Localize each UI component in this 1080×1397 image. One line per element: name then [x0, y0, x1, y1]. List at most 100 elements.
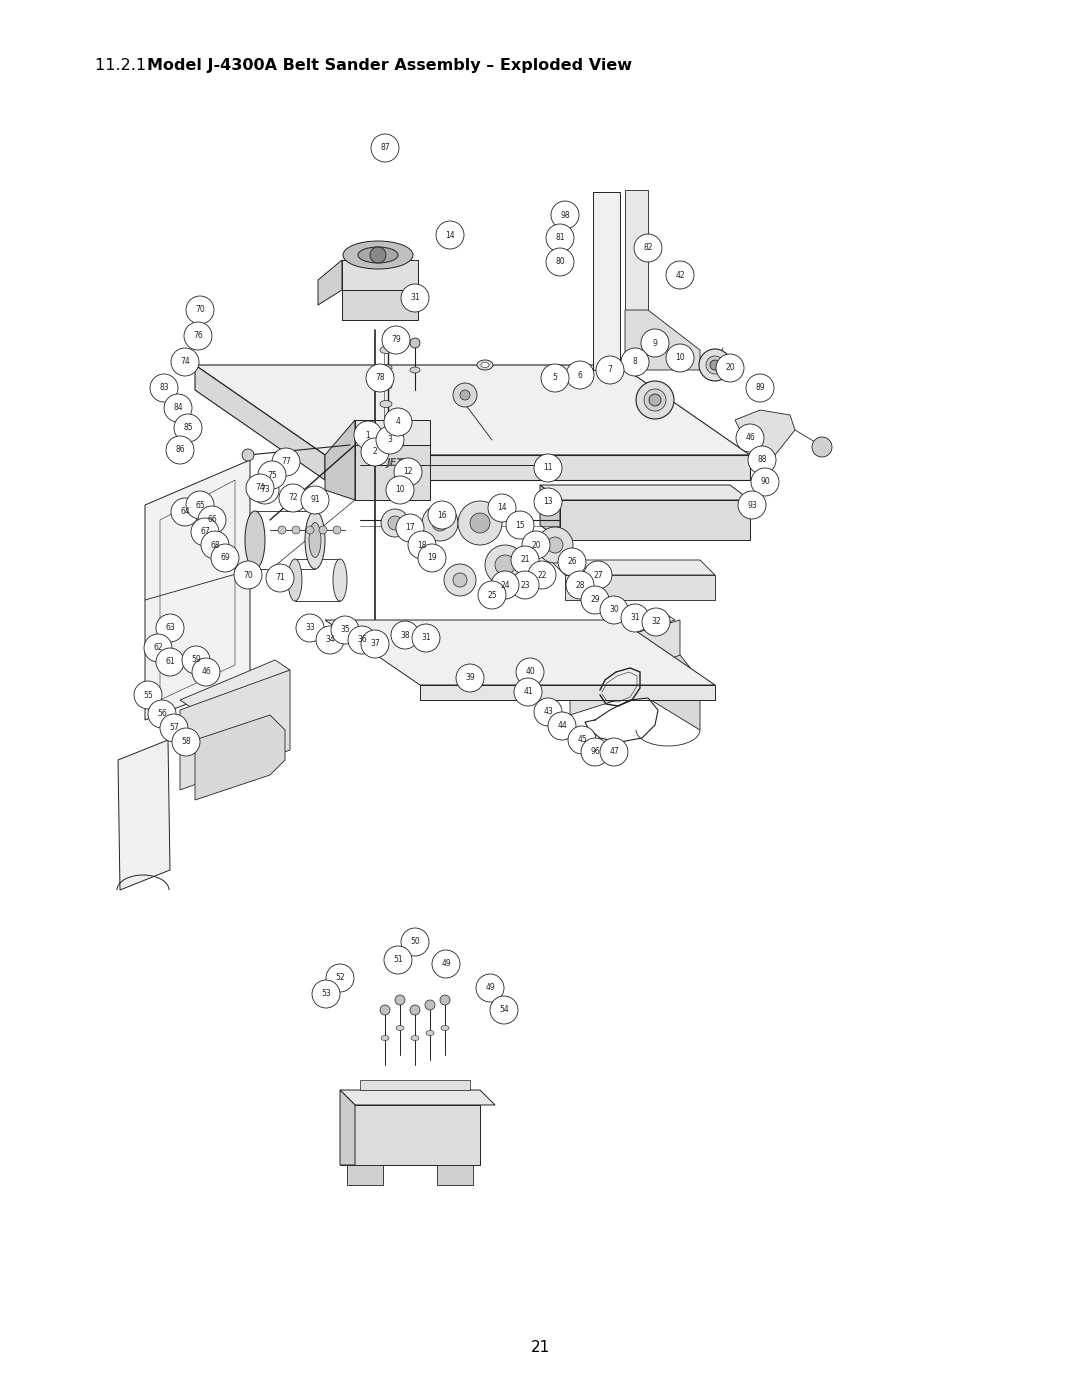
Circle shape: [401, 284, 429, 312]
Text: 89: 89: [755, 384, 765, 393]
Polygon shape: [437, 1165, 473, 1185]
Circle shape: [326, 964, 354, 992]
Text: 40: 40: [525, 668, 535, 676]
Circle shape: [401, 928, 429, 956]
Text: 32: 32: [651, 617, 661, 626]
Text: 26: 26: [567, 557, 577, 567]
Circle shape: [491, 571, 519, 599]
Circle shape: [150, 374, 178, 402]
Circle shape: [148, 700, 176, 728]
Circle shape: [134, 680, 162, 710]
Circle shape: [551, 201, 579, 229]
Circle shape: [490, 996, 518, 1024]
Text: 1: 1: [366, 430, 370, 440]
Text: 52: 52: [335, 974, 345, 982]
Circle shape: [272, 448, 300, 476]
Text: 27: 27: [593, 570, 603, 580]
Circle shape: [458, 502, 502, 545]
Ellipse shape: [441, 1025, 449, 1031]
Circle shape: [716, 353, 744, 381]
Text: 72: 72: [288, 493, 298, 503]
Text: JET: JET: [387, 458, 404, 468]
Text: 70: 70: [195, 306, 205, 314]
Circle shape: [312, 981, 340, 1009]
Text: 21: 21: [521, 556, 530, 564]
Text: 31: 31: [631, 613, 639, 623]
Circle shape: [746, 374, 774, 402]
Circle shape: [408, 531, 436, 559]
Circle shape: [384, 408, 411, 436]
Text: 86: 86: [175, 446, 185, 454]
Circle shape: [507, 511, 534, 539]
Circle shape: [541, 365, 569, 393]
Text: 73: 73: [260, 486, 270, 495]
Ellipse shape: [380, 401, 392, 408]
Circle shape: [333, 527, 341, 534]
Circle shape: [649, 394, 661, 407]
Text: 22: 22: [537, 570, 546, 580]
Text: 58: 58: [181, 738, 191, 746]
Circle shape: [186, 490, 214, 520]
Circle shape: [537, 527, 573, 563]
Circle shape: [566, 360, 594, 388]
Circle shape: [558, 548, 586, 576]
Circle shape: [548, 712, 576, 740]
Polygon shape: [625, 310, 700, 370]
Text: 74: 74: [180, 358, 190, 366]
Circle shape: [171, 497, 199, 527]
Text: 69: 69: [220, 553, 230, 563]
Circle shape: [183, 645, 210, 673]
Circle shape: [266, 564, 294, 592]
Text: 3: 3: [388, 436, 392, 444]
Circle shape: [666, 261, 694, 289]
Text: 81: 81: [555, 233, 565, 243]
Circle shape: [581, 585, 609, 615]
Circle shape: [534, 698, 562, 726]
Text: 18: 18: [417, 541, 427, 549]
Polygon shape: [420, 685, 715, 700]
Text: 43: 43: [543, 707, 553, 717]
Polygon shape: [340, 1090, 355, 1165]
Polygon shape: [318, 260, 342, 305]
Text: 20: 20: [725, 363, 734, 373]
Text: 84: 84: [173, 404, 183, 412]
Circle shape: [516, 658, 544, 686]
Text: 7: 7: [608, 366, 612, 374]
Circle shape: [198, 506, 226, 534]
Text: 44: 44: [557, 721, 567, 731]
Circle shape: [596, 356, 624, 384]
Ellipse shape: [380, 346, 392, 353]
Circle shape: [642, 608, 670, 636]
Circle shape: [160, 714, 188, 742]
Polygon shape: [565, 576, 715, 599]
Polygon shape: [540, 485, 750, 500]
Text: 71: 71: [275, 574, 285, 583]
Circle shape: [234, 562, 262, 590]
Text: 16: 16: [437, 510, 447, 520]
Text: 46: 46: [201, 668, 211, 676]
Text: 74: 74: [255, 483, 265, 493]
Text: 63: 63: [165, 623, 175, 633]
Circle shape: [812, 437, 832, 457]
Polygon shape: [325, 455, 750, 481]
Circle shape: [418, 543, 446, 571]
Ellipse shape: [288, 559, 302, 601]
Circle shape: [511, 546, 539, 574]
Circle shape: [381, 509, 409, 536]
Polygon shape: [180, 659, 291, 710]
Circle shape: [522, 531, 550, 559]
Circle shape: [388, 515, 402, 529]
Ellipse shape: [380, 383, 392, 390]
Text: 12: 12: [403, 468, 413, 476]
Circle shape: [330, 616, 359, 644]
Ellipse shape: [245, 511, 265, 569]
Polygon shape: [118, 740, 170, 890]
Circle shape: [384, 946, 411, 974]
Polygon shape: [735, 409, 795, 455]
Text: 31: 31: [421, 633, 431, 643]
Text: 51: 51: [393, 956, 403, 964]
Circle shape: [422, 504, 458, 541]
Text: 24: 24: [500, 581, 510, 590]
Text: Model J-4300A Belt Sander Assembly – Exploded View: Model J-4300A Belt Sander Assembly – Exp…: [147, 59, 632, 73]
Circle shape: [386, 476, 414, 504]
